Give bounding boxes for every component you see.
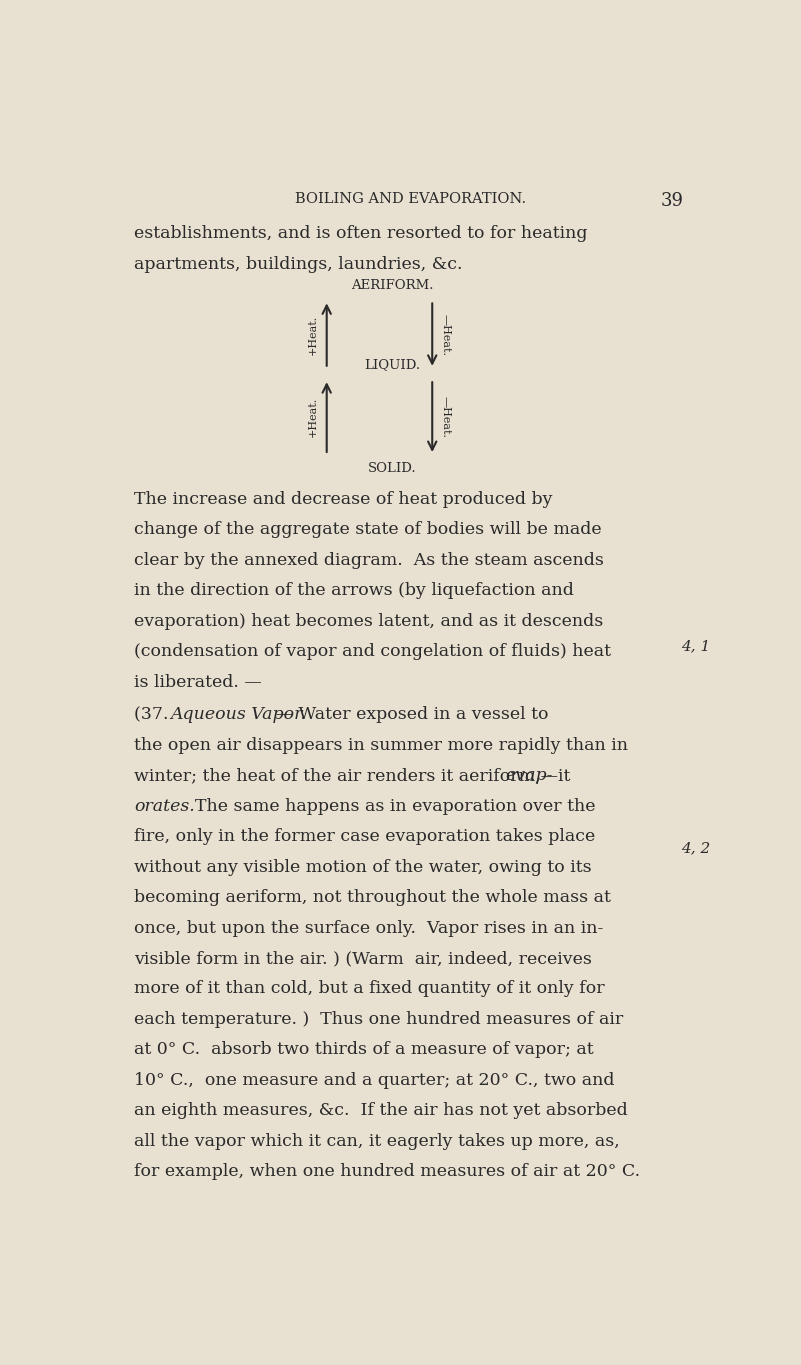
Text: change of the aggregate state of bodies will be made: change of the aggregate state of bodies … xyxy=(135,521,602,538)
Text: 39: 39 xyxy=(661,192,683,210)
Text: — Water exposed in a vessel to: — Water exposed in a vessel to xyxy=(270,706,549,723)
Text: is liberated. —: is liberated. — xyxy=(135,673,262,691)
Text: apartments, buildings, laundries, &c.: apartments, buildings, laundries, &c. xyxy=(135,257,463,273)
Text: evaporation) heat becomes latent, and as it descends: evaporation) heat becomes latent, and as… xyxy=(135,613,603,629)
Text: all the vapor which it can, it eagerly takes up more, as,: all the vapor which it can, it eagerly t… xyxy=(135,1133,620,1149)
Text: becoming aeriform, not throughout the whole mass at: becoming aeriform, not throughout the wh… xyxy=(135,889,611,906)
Text: (condensation of vapor and congelation of fluids) heat: (condensation of vapor and congelation o… xyxy=(135,643,611,661)
Text: an eighth measures, &c.  If the air has not yet absorbed: an eighth measures, &c. If the air has n… xyxy=(135,1103,628,1119)
Text: +Heat.: +Heat. xyxy=(308,314,318,355)
Text: evap-: evap- xyxy=(505,767,553,784)
Text: Aqueous Vapor.: Aqueous Vapor. xyxy=(170,706,306,723)
Text: AERIFORM.: AERIFORM. xyxy=(351,278,433,292)
Text: in the direction of the arrows (by liquefaction and: in the direction of the arrows (by lique… xyxy=(135,581,574,599)
Text: The same happens as in evaporation over the: The same happens as in evaporation over … xyxy=(184,797,596,815)
Text: 4, 2: 4, 2 xyxy=(681,842,710,856)
Text: for example, when one hundred measures of air at 20° C.: for example, when one hundred measures o… xyxy=(135,1163,640,1181)
Text: 4, 1: 4, 1 xyxy=(681,639,710,652)
Text: fire, only in the former case evaporation takes place: fire, only in the former case evaporatio… xyxy=(135,829,595,845)
Text: (37.: (37. xyxy=(135,706,175,723)
Text: —Heat.: —Heat. xyxy=(441,396,451,438)
Text: 10° C.,  one measure and a quarter; at 20° C., two and: 10° C., one measure and a quarter; at 20… xyxy=(135,1072,615,1089)
Text: each temperature. )  Thus one hundred measures of air: each temperature. ) Thus one hundred mea… xyxy=(135,1011,623,1028)
Text: at 0° C.  absorb two thirds of a measure of vapor; at: at 0° C. absorb two thirds of a measure … xyxy=(135,1041,594,1058)
Text: +Heat.: +Heat. xyxy=(308,397,318,437)
Text: The increase and decrease of heat produced by: The increase and decrease of heat produc… xyxy=(135,490,553,508)
Text: visible form in the air. ) (Warm  air, indeed, receives: visible form in the air. ) (Warm air, in… xyxy=(135,950,592,966)
Text: —Heat.: —Heat. xyxy=(441,314,451,356)
Text: LIQUID.: LIQUID. xyxy=(364,358,420,371)
Text: without any visible motion of the water, owing to its: without any visible motion of the water,… xyxy=(135,859,592,875)
Text: establishments, and is often resorted to for heating: establishments, and is often resorted to… xyxy=(135,225,588,242)
Text: BOILING AND EVAPORATION.: BOILING AND EVAPORATION. xyxy=(295,192,526,206)
Text: winter; the heat of the air renders it aeriform,—it: winter; the heat of the air renders it a… xyxy=(135,767,576,784)
Text: orates.: orates. xyxy=(135,797,195,815)
Text: SOLID.: SOLID. xyxy=(368,463,417,475)
Text: more of it than cold, but a fixed quantity of it only for: more of it than cold, but a fixed quanti… xyxy=(135,980,605,998)
Text: once, but upon the surface only.  Vapor rises in an in-: once, but upon the surface only. Vapor r… xyxy=(135,920,604,936)
Text: clear by the annexed diagram.  As the steam ascends: clear by the annexed diagram. As the ste… xyxy=(135,551,604,569)
Text: the open air disappears in summer more rapidly than in: the open air disappears in summer more r… xyxy=(135,737,628,753)
